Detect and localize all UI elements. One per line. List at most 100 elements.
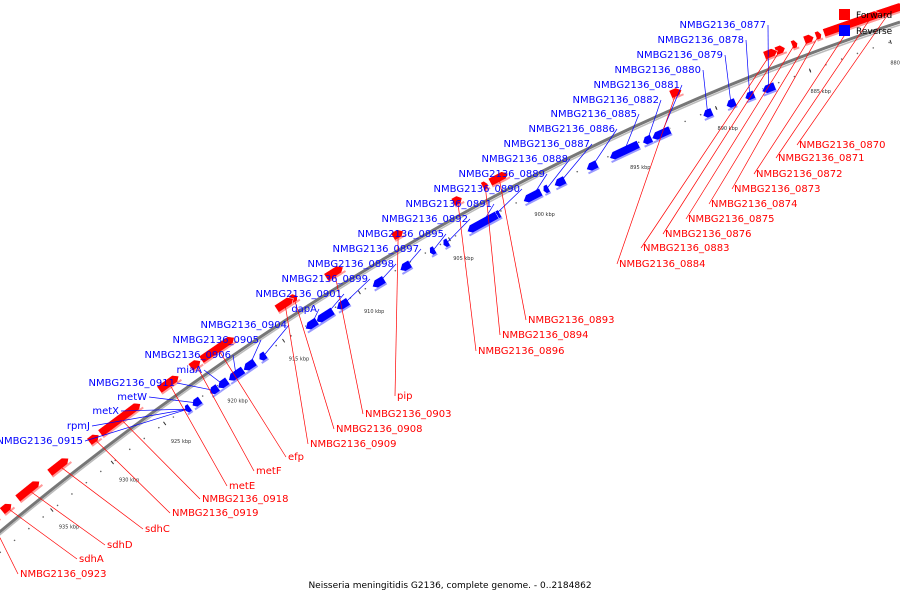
forward-gene-label: NMBG2136_0908 bbox=[336, 424, 422, 435]
leader-line bbox=[457, 200, 477, 352]
leader-line bbox=[232, 354, 237, 376]
genome-backbone bbox=[0, 20, 900, 534]
ruler-dot bbox=[500, 210, 502, 212]
leader-line bbox=[176, 382, 215, 391]
reverse-gene-label: NMBG2136_0885 bbox=[551, 109, 637, 120]
reverse-gene-label: NMBG2136_0880 bbox=[615, 65, 701, 76]
tick-mark bbox=[163, 421, 167, 426]
ruler-dot bbox=[607, 155, 609, 158]
tick-label: 910 kbp bbox=[364, 309, 384, 315]
leader-line bbox=[545, 158, 571, 190]
reverse-gene bbox=[209, 383, 222, 398]
tick-mark bbox=[889, 39, 892, 45]
forward-gene-label: NMBG2136_0923 bbox=[20, 569, 106, 580]
legend-reverse-swatch bbox=[839, 25, 850, 36]
reverse-gene-label: NMBG2136_0887 bbox=[504, 139, 590, 150]
reverse-gene-label: NMBG2136_0897 bbox=[333, 244, 419, 255]
ruler-dot bbox=[71, 493, 73, 495]
tick-mark bbox=[808, 68, 812, 73]
forward-gene-label: NMBG2136_0919 bbox=[172, 508, 258, 519]
reverse-gene-label: NMBG2136_0886 bbox=[529, 124, 615, 135]
leader-line bbox=[724, 54, 732, 105]
leader-line bbox=[662, 49, 781, 235]
tick-mark bbox=[50, 508, 54, 512]
forward-gene-label: NMBG2136_0896 bbox=[478, 346, 564, 357]
gene-features bbox=[0, 2, 900, 530]
reverse-gene-label: NMBG2136_0899 bbox=[282, 274, 368, 285]
forward-gene-label: NMBG2136_0870 bbox=[799, 140, 885, 151]
leader-line bbox=[0, 537, 19, 575]
forward-gene bbox=[487, 171, 511, 188]
forward-gene-label: sdhA bbox=[79, 554, 104, 565]
leader-line bbox=[148, 396, 197, 404]
ruler-dot bbox=[637, 141, 640, 144]
leader-line bbox=[646, 99, 662, 141]
leader-line bbox=[708, 38, 810, 205]
genome-backbone-shadow bbox=[0, 24, 900, 536]
gene-labels: NMBG2136_0877 NMBG2136_0878 NMBG2136_0879 N… bbox=[0, 20, 885, 580]
ruler-dot bbox=[56, 504, 59, 507]
tick-label: 900 kbp bbox=[534, 212, 554, 218]
leader-line bbox=[58, 465, 144, 530]
tick-label: 920 kbp bbox=[227, 398, 247, 404]
reverse-gene-label: NMBG2136_0895 bbox=[358, 229, 444, 240]
reverse-gene-label: NMBG2136_0888 bbox=[482, 154, 568, 165]
forward-gene-label: NMBG2136_0909 bbox=[310, 439, 396, 450]
leader-line bbox=[796, 10, 892, 146]
ruler-dot bbox=[793, 75, 796, 78]
reverse-gene bbox=[609, 140, 641, 164]
leader-line bbox=[293, 297, 335, 430]
leader-line bbox=[775, 16, 872, 159]
forward-gene-label: NMBG2136_0903 bbox=[365, 409, 451, 420]
forward-gene bbox=[86, 434, 103, 447]
leader-line bbox=[334, 272, 364, 415]
reverse-gene-label: NMBG2136_0901 bbox=[256, 289, 342, 300]
ruler-dot bbox=[0, 551, 2, 554]
ruler-dot bbox=[856, 52, 859, 55]
leader-line bbox=[217, 348, 287, 458]
leader-line bbox=[702, 69, 709, 114]
leader-line bbox=[91, 408, 188, 427]
reverse-gene-label: NMBG2136_0911 bbox=[89, 378, 175, 389]
forward-gene bbox=[0, 503, 16, 516]
reverse-gene-label: metX bbox=[92, 406, 119, 417]
forward-gene-label: NMBG2136_0894 bbox=[502, 330, 588, 341]
ruler-dot bbox=[143, 437, 146, 440]
ruler-dot bbox=[85, 481, 88, 484]
reverse-gene-label: metW bbox=[117, 392, 147, 403]
forward-gene bbox=[450, 195, 465, 208]
ruler-dot bbox=[364, 287, 367, 290]
ruler-dots bbox=[0, 41, 890, 554]
ruler-dot bbox=[888, 41, 890, 44]
ruler-dot bbox=[42, 516, 44, 518]
reverse-gene bbox=[702, 107, 715, 121]
reverse-gene bbox=[543, 183, 552, 196]
leader-line bbox=[378, 263, 397, 284]
leader-line bbox=[120, 418, 201, 500]
reverse-gene-label: NMBG2136_0879 bbox=[637, 50, 723, 61]
legend-forward-label: Forward bbox=[856, 11, 892, 21]
forward-gene-label: NMBG2136_0872 bbox=[756, 169, 842, 180]
leader-line bbox=[28, 489, 106, 546]
leader-line bbox=[248, 339, 262, 367]
leader-line bbox=[311, 308, 320, 326]
leader-line bbox=[324, 293, 345, 317]
reverse-gene-label: NMBG2136_0891 bbox=[406, 199, 492, 210]
forward-gene-label: metF bbox=[256, 466, 282, 477]
forward-gene bbox=[97, 402, 144, 439]
tick-label: 935 kbp bbox=[59, 525, 79, 531]
reverse-gene-label: NMBG2136_0906 bbox=[145, 350, 231, 361]
reverse-gene-label: NMBG2136_0905 bbox=[173, 335, 259, 346]
tick-mark bbox=[714, 105, 718, 111]
ruler-dot bbox=[128, 448, 131, 451]
reverse-gene bbox=[228, 365, 247, 385]
leader-line bbox=[531, 173, 548, 197]
forward-gene-label: NMBG2136_0873 bbox=[734, 184, 820, 195]
ruler-dot bbox=[684, 120, 686, 123]
ruler-dot bbox=[275, 344, 277, 347]
leader-line bbox=[616, 92, 677, 265]
forward-gene bbox=[187, 359, 204, 373]
leader-line bbox=[195, 364, 255, 472]
leader-line bbox=[394, 234, 399, 397]
